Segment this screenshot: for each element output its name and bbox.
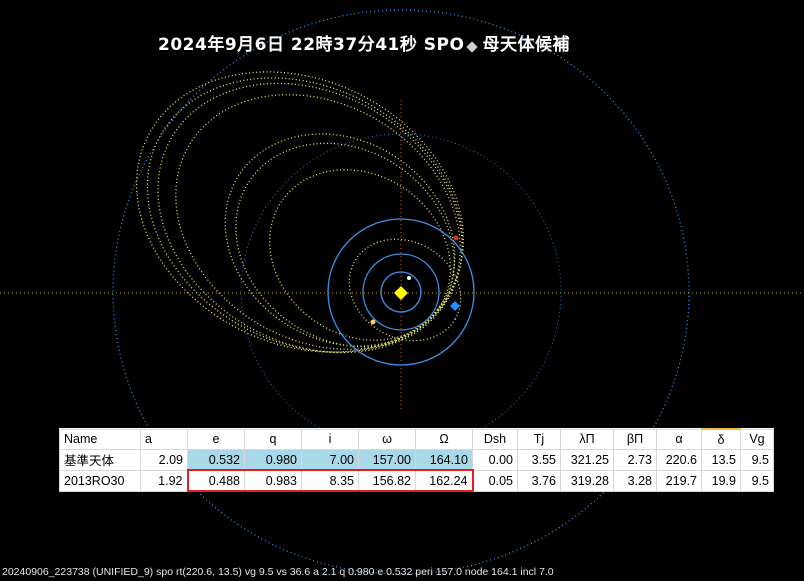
cell-i: 7.00 bbox=[301, 449, 359, 471]
planet-marker bbox=[370, 319, 376, 325]
meteoroid-orbit bbox=[348, 238, 462, 342]
cell-beta: 2.73 bbox=[613, 449, 657, 471]
column-header-a: a bbox=[140, 428, 188, 450]
column-header-tj: Tj bbox=[517, 428, 561, 450]
cell-name: 基準天体 bbox=[59, 449, 141, 471]
sun-icon bbox=[394, 286, 408, 300]
column-header-node: Ω bbox=[415, 428, 473, 450]
cell-node: 162.24 bbox=[415, 469, 474, 492]
cell-a: 1.92 bbox=[140, 469, 188, 492]
parent-body-marker bbox=[453, 235, 459, 241]
cell-e: 0.532 bbox=[187, 449, 245, 471]
column-header-e: e bbox=[187, 428, 245, 450]
table-row-reference: 基準天体 2.09 0.532 0.980 7.00 157.00 164.10… bbox=[59, 449, 774, 471]
meteoroid-orbits bbox=[135, 71, 465, 354]
meteoroid-orbit bbox=[157, 82, 463, 354]
meteoroid-orbit bbox=[146, 77, 464, 353]
meteoroid-orbit bbox=[269, 169, 451, 341]
table-header-row: Name a e q i ω Ω Dsh Tj λΠ βΠ α δ Vg bbox=[59, 428, 774, 450]
column-header-lambda: λΠ bbox=[560, 428, 614, 450]
cell-omega: 157.00 bbox=[358, 449, 416, 471]
cell-delta: 19.9 bbox=[701, 469, 741, 492]
meteoroid-orbit bbox=[175, 94, 461, 350]
cell-alpha: 219.7 bbox=[656, 469, 702, 492]
mid-planet-orbit bbox=[240, 133, 562, 451]
column-header-vg: Vg bbox=[740, 428, 774, 450]
orbital-elements-table: Name a e q i ω Ω Dsh Tj λΠ βΠ α δ Vg 基準天… bbox=[59, 428, 774, 492]
meteoroid-orbit bbox=[135, 71, 465, 353]
column-header-delta: δ bbox=[701, 428, 741, 450]
cell-dsh: 0.05 bbox=[472, 469, 518, 492]
outer-planet-orbit bbox=[112, 9, 690, 575]
cell-a: 2.09 bbox=[140, 449, 188, 471]
meteoroid-orbit bbox=[235, 142, 455, 348]
earth-orbit bbox=[327, 218, 475, 366]
column-header-omega: ω bbox=[358, 428, 416, 450]
cell-i: 8.35 bbox=[301, 469, 359, 492]
cell-node: 164.10 bbox=[415, 449, 473, 471]
cell-beta: 3.28 bbox=[613, 469, 657, 492]
cell-q: 0.980 bbox=[244, 449, 302, 471]
title-source: SPO bbox=[423, 35, 465, 55]
column-header-dsh: Dsh bbox=[472, 428, 518, 450]
cell-name: 2013RO30 bbox=[59, 469, 141, 492]
column-header-beta: βΠ bbox=[613, 428, 657, 450]
title-datetime: 2024年9月6日 22時37分41秒 bbox=[158, 35, 418, 55]
planet-marker bbox=[407, 276, 411, 280]
cell-lambda: 321.25 bbox=[560, 449, 614, 471]
cell-e: 0.488 bbox=[186, 469, 245, 492]
column-header-name: Name bbox=[59, 428, 141, 450]
column-header-alpha: α bbox=[656, 428, 702, 450]
cell-lambda: 319.28 bbox=[560, 469, 614, 492]
table-row-candidate: 2013RO30 1.92 0.488 0.983 8.35 156.82 16… bbox=[59, 469, 774, 492]
cell-tj: 3.76 bbox=[517, 469, 561, 492]
cell-omega: 156.82 bbox=[358, 469, 416, 492]
cell-q: 0.983 bbox=[244, 469, 302, 492]
column-header-i: i bbox=[301, 428, 359, 450]
cell-delta: 13.5 bbox=[701, 449, 741, 471]
column-header-q: q bbox=[244, 428, 302, 450]
cell-dsh: 0.00 bbox=[472, 449, 518, 471]
plot-title: 2024年9月6日 22時37分41秒 SPO 母天体候補 bbox=[158, 30, 570, 55]
cell-vg: 9.5 bbox=[740, 449, 774, 471]
venus-orbit bbox=[362, 253, 440, 331]
cell-vg: 9.5 bbox=[740, 469, 774, 492]
status-footer: 20240906_223738 (UNIFIED_9) spo rt(220.6… bbox=[2, 566, 554, 578]
cell-tj: 3.55 bbox=[517, 449, 561, 471]
mercury-orbit bbox=[380, 271, 422, 313]
earth-icon bbox=[450, 301, 460, 311]
cell-alpha: 220.6 bbox=[656, 449, 702, 471]
